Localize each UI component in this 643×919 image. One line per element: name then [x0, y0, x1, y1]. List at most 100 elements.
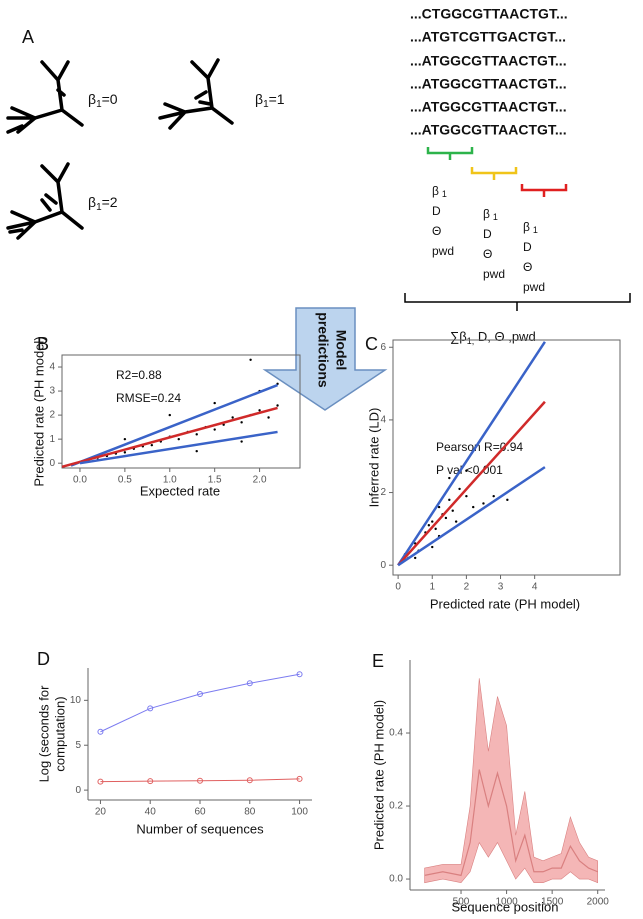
- band: [424, 678, 599, 884]
- point: [123, 451, 127, 454]
- point: [434, 527, 437, 531]
- annotation: RMSE=0.24: [116, 391, 181, 405]
- x-axis-label: Sequence position: [452, 899, 559, 914]
- point: [195, 449, 198, 453]
- y-tick-label: 1: [49, 434, 55, 445]
- series-point: [246, 680, 253, 687]
- point: [492, 494, 495, 498]
- window-param: pwd: [432, 244, 454, 258]
- x-axis-label: Predicted rate (PH model): [430, 596, 580, 611]
- y-axis-label: Predicted rate (PH model): [31, 336, 46, 486]
- param-symbol: β: [432, 184, 439, 198]
- point: [240, 440, 243, 443]
- point: [448, 498, 451, 502]
- x-tick-label: 60: [194, 807, 206, 818]
- param-sub: 1: [493, 212, 498, 222]
- window-brace: [426, 147, 474, 160]
- window-brace: [470, 167, 518, 180]
- panel-label: A: [22, 27, 34, 47]
- series-point: [197, 691, 203, 698]
- window-param: D: [432, 204, 441, 218]
- point: [195, 433, 198, 436]
- panel-label: B: [37, 334, 49, 354]
- annotation: R2=0.88: [116, 368, 162, 382]
- trees: [6, 58, 234, 240]
- tree-labels: β1=0 β1=1 β1=2: [88, 91, 285, 213]
- point: [267, 416, 270, 419]
- point: [213, 401, 216, 405]
- tree-label: β1=0: [88, 91, 118, 110]
- series-point: [197, 777, 203, 784]
- fit-line: [79, 430, 278, 465]
- point: [454, 520, 458, 523]
- window-param: Θ: [483, 247, 492, 261]
- x-tick-label: 2: [464, 582, 470, 593]
- y-tick-label: 3: [49, 386, 55, 397]
- point: [431, 520, 434, 523]
- y-axis-label: computation): [52, 696, 67, 771]
- sequence: ...ATGGCGTTAACTGT...: [410, 99, 567, 115]
- y-tick-label: 0.2: [389, 801, 403, 812]
- point: [240, 421, 243, 424]
- y-tick-label: 10: [70, 695, 82, 706]
- param-symbol: β: [523, 220, 530, 234]
- plot-frame: [392, 339, 621, 576]
- point: [506, 498, 509, 502]
- fit-line: [397, 466, 546, 567]
- series-point: [147, 778, 154, 785]
- point: [444, 516, 448, 520]
- fit-line: [397, 341, 546, 566]
- x-tick-label: 1: [429, 582, 435, 593]
- point: [213, 428, 216, 431]
- x-tick-label: 80: [244, 807, 256, 818]
- series-point: [296, 671, 303, 678]
- mean-line: [424, 769, 598, 877]
- point: [431, 545, 434, 549]
- y-tick-label: 5: [75, 740, 81, 751]
- tree-label: β1=1: [255, 91, 285, 110]
- y-tick-label: 4: [49, 362, 55, 373]
- window-param: D: [523, 240, 532, 254]
- y-tick-label: 0.0: [389, 874, 403, 885]
- point: [451, 509, 454, 512]
- x-tick-label: 2.0: [253, 475, 267, 486]
- sequence: ...ATGGCGTTAACTGT...: [410, 122, 567, 138]
- point: [276, 404, 279, 407]
- x-tick-label: 4: [532, 582, 538, 593]
- series-line: [100, 778, 300, 783]
- param-sub: 1: [533, 225, 538, 235]
- x-tick-label: 2000: [587, 897, 610, 908]
- point: [258, 409, 261, 412]
- window-param: Θ: [432, 224, 441, 238]
- x-tick-label: 0.5: [118, 475, 132, 486]
- point: [465, 494, 468, 498]
- x-tick-label: 0: [395, 582, 401, 593]
- series-point: [246, 777, 253, 784]
- sequence: ...ATGTCGTTGACTGT...: [410, 29, 566, 45]
- series-point: [97, 728, 104, 735]
- point: [427, 524, 431, 527]
- y-tick-label: 0: [75, 785, 81, 796]
- point: [465, 469, 468, 472]
- x-tick-label: 3: [498, 582, 504, 593]
- y-axis-label: Predicted rate (PH model): [371, 700, 386, 850]
- point: [482, 502, 485, 505]
- y-tick-label: 0: [380, 560, 386, 571]
- sequence: ...CTGGCGTTAACTGT...: [410, 6, 568, 22]
- window-param: D: [483, 227, 492, 241]
- fit-line: [70, 383, 279, 467]
- y-tick-label: 0: [49, 458, 55, 469]
- param-sub: 1: [442, 189, 447, 199]
- window-brace: [520, 184, 568, 197]
- point: [231, 416, 234, 419]
- panel-label: C: [365, 334, 378, 354]
- y-tick-label: 4: [380, 415, 386, 426]
- fit-line: [61, 406, 278, 469]
- window-param: pwd: [483, 267, 505, 281]
- point: [150, 443, 154, 447]
- window-param: pwd: [523, 280, 545, 294]
- y-tick-label: 0.4: [389, 728, 403, 739]
- tree-label: β1=2: [88, 194, 118, 213]
